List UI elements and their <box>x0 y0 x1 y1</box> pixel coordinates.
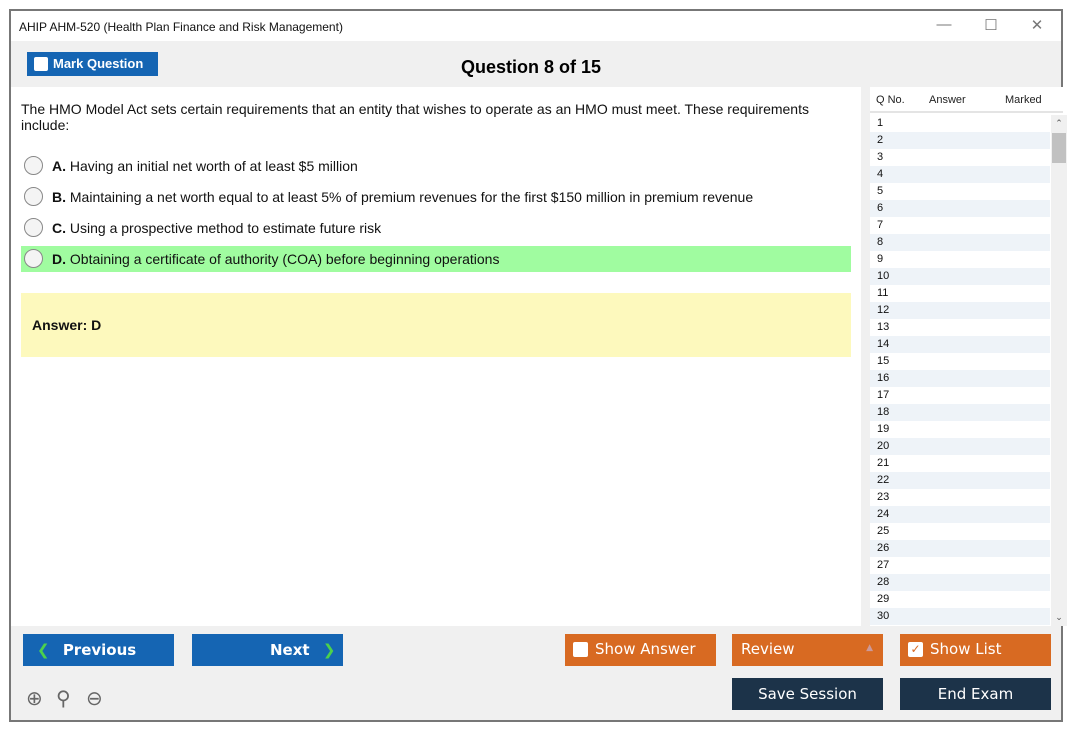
scroll-thumb[interactable] <box>1052 133 1066 163</box>
list-row[interactable]: 30 <box>870 608 1050 625</box>
app-window: AHIP AHM-520 (Health Plan Finance and Ri… <box>9 9 1067 722</box>
list-row[interactable]: 10 <box>870 268 1050 285</box>
list-row[interactable]: 21 <box>877 457 890 469</box>
radio-button[interactable] <box>24 218 43 237</box>
answer-option[interactable]: C. Using a prospective method to estimat… <box>21 215 851 241</box>
checkbox-icon <box>573 642 588 657</box>
radio-button[interactable] <box>24 156 43 175</box>
list-row[interactable]: 23 <box>877 491 890 503</box>
close-button[interactable]: ✕ <box>1030 17 1044 34</box>
chevron-right-icon: ❯ <box>322 641 336 659</box>
save-session-button[interactable]: Save Session <box>732 678 883 710</box>
chevron-left-icon: ❮ <box>37 641 50 659</box>
option-letter: C. <box>52 220 66 236</box>
list-row[interactable]: 3 <box>877 151 884 163</box>
checkmark-icon: ✓ <box>908 642 923 657</box>
minimize-button[interactable]: — <box>936 16 952 33</box>
list-header: Q No. Answer Marked <box>870 87 1063 113</box>
list-row[interactable]: 8 <box>870 234 1050 251</box>
maximize-button[interactable]: ☐ <box>984 17 998 34</box>
list-row[interactable]: 11 <box>877 287 889 299</box>
list-row[interactable]: 22 <box>870 472 1050 489</box>
answer-option[interactable]: D. Obtaining a certificate of authority … <box>21 246 851 272</box>
zoom-in-icon[interactable]: ⊕ <box>26 688 43 710</box>
list-row[interactable]: 19 <box>877 423 890 435</box>
option-letter: A. <box>52 158 66 174</box>
list-row[interactable]: 5 <box>877 185 884 197</box>
radio-button[interactable] <box>24 249 43 268</box>
list-row[interactable]: 15 <box>877 355 890 367</box>
zoom-reset-icon[interactable]: ⚲ <box>56 688 71 710</box>
list-row[interactable]: 1 <box>877 117 884 129</box>
list-row[interactable]: 6 <box>870 200 1050 217</box>
review-dropdown[interactable]: Review ▲ <box>732 634 883 666</box>
list-scrollbar[interactable]: ⌃ ⌄ <box>1051 115 1067 626</box>
option-text: Having an initial net worth of at least … <box>69 158 358 174</box>
list-row[interactable]: 28 <box>870 574 1050 591</box>
window-title: AHIP AHM-520 (Health Plan Finance and Ri… <box>19 20 343 34</box>
answer-option[interactable]: B. Maintaining a net worth equal to at l… <box>21 184 851 210</box>
header-qno[interactable]: Q No. <box>876 94 905 106</box>
caret-up-icon: ▲ <box>866 643 873 653</box>
question-counter: Question 8 of 15 <box>460 57 602 77</box>
end-exam-button[interactable]: End Exam <box>900 678 1051 710</box>
question-panel: The HMO Model Act sets certain requireme… <box>11 87 861 626</box>
list-row[interactable]: 29 <box>877 593 890 605</box>
list-row[interactable]: 16 <box>870 370 1050 387</box>
list-row[interactable]: 24 <box>870 506 1050 523</box>
header-answer[interactable]: Answer <box>929 94 966 106</box>
mark-question-button[interactable]: Mark Question <box>27 52 158 76</box>
radio-button[interactable] <box>24 187 43 206</box>
list-row[interactable]: 26 <box>870 540 1050 557</box>
list-row[interactable]: 2 <box>870 132 1050 149</box>
scroll-down-icon[interactable]: ⌄ <box>1055 612 1063 622</box>
scroll-up-icon[interactable]: ⌃ <box>1055 118 1063 128</box>
option-text: Obtaining a certificate of authority (CO… <box>69 251 500 267</box>
option-text: Using a prospective method to estimate f… <box>69 220 382 236</box>
option-text: Maintaining a net worth equal to at leas… <box>69 189 754 205</box>
question-text: The HMO Model Act sets certain requireme… <box>21 101 809 133</box>
list-row[interactable]: 7 <box>877 219 884 231</box>
list-row[interactable]: 13 <box>877 321 890 333</box>
answer-box: Answer: D <box>21 293 851 357</box>
show-answer-toggle[interactable]: Show Answer <box>565 634 716 666</box>
question-list: Q No. Answer Marked 1 2 3 4 5 6 7 8 9 10 11 12 13 14 1… <box>862 87 1067 626</box>
list-row[interactable]: 9 <box>877 253 884 265</box>
list-row[interactable]: 27 <box>877 559 890 571</box>
next-button[interactable]: Next ❯ <box>192 634 343 666</box>
title-bar: AHIP AHM-520 (Health Plan Finance and Ri… <box>11 11 1061 41</box>
list-row[interactable]: 14 <box>870 336 1050 353</box>
toolbar: Mark Question Question 8 of 15 <box>11 41 1061 87</box>
option-letter: B. <box>52 189 66 205</box>
list-row[interactable]: 18 <box>870 404 1050 421</box>
zoom-out-icon[interactable]: ⊖ <box>86 688 103 710</box>
show-list-toggle[interactable]: ✓ Show List <box>900 634 1051 666</box>
list-row[interactable]: 17 <box>877 389 890 401</box>
list-row[interactable]: 4 <box>870 166 1050 183</box>
list-row[interactable]: 25 <box>877 525 890 537</box>
header-marked[interactable]: Marked <box>1005 94 1042 106</box>
list-row[interactable]: 20 <box>870 438 1050 455</box>
previous-button[interactable]: ❮ Previous <box>23 634 174 666</box>
checkbox-icon <box>34 57 48 71</box>
list-row[interactable]: 12 <box>870 302 1050 319</box>
mark-question-label: Mark Question <box>53 56 144 71</box>
option-letter: D. <box>52 251 66 267</box>
answer-option[interactable]: A. Having an initial net worth of at lea… <box>21 153 851 179</box>
